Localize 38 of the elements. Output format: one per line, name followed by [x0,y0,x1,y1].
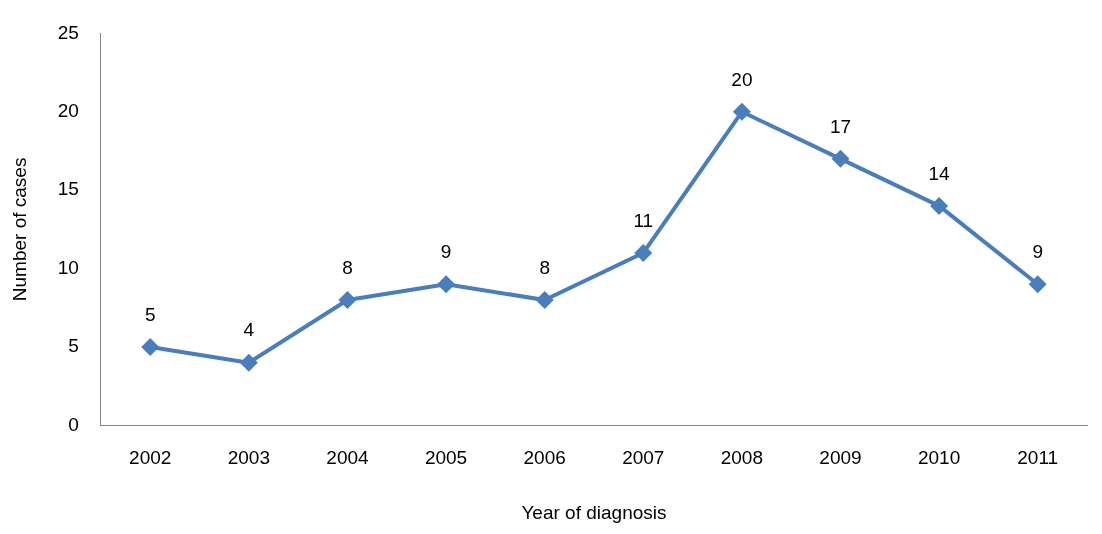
y-tick-label: 5 [68,335,79,357]
point [535,290,554,309]
y-axis-title: Number of cases [8,157,30,302]
point [437,275,456,294]
x-tick-label: 2002 [129,447,172,469]
point [1028,275,1047,294]
data-label: 14 [928,162,951,184]
data-label: 4 [243,319,255,341]
point [239,353,258,372]
data-label: 11 [633,209,654,231]
point [338,290,357,309]
data-label: 5 [144,303,156,325]
point [732,102,751,121]
x-tick-label: 2005 [424,447,468,469]
x-tick-label: 2008 [720,447,764,469]
y-tick-label: 20 [57,100,79,122]
data-label: 8 [539,256,550,278]
y-tick-label: 25 [57,21,79,43]
x-tick-label: 2006 [523,447,566,469]
y-tick-label: 0 [68,413,79,435]
x-tick-label: 2009 [819,447,862,469]
point [141,338,160,356]
x-tick-label: 2011 [1017,447,1059,469]
x-tick-label: 2003 [227,447,270,469]
data-label: 8 [342,256,353,278]
point [930,196,949,215]
x-tick-label: 2004 [326,447,370,469]
data-label: 9 [440,241,452,263]
y-tick-label: 10 [57,256,79,278]
data-label: 9 [1032,241,1043,263]
point [831,149,850,168]
data-label: 17 [829,115,852,137]
data-label: 20 [731,68,753,90]
x-tick-label: 2010 [917,447,961,469]
point [634,243,653,262]
x-axis-title: Year of diagnosis [521,501,667,523]
y-tick-label: 15 [57,178,79,200]
x-tick-label: 2007 [622,447,665,469]
